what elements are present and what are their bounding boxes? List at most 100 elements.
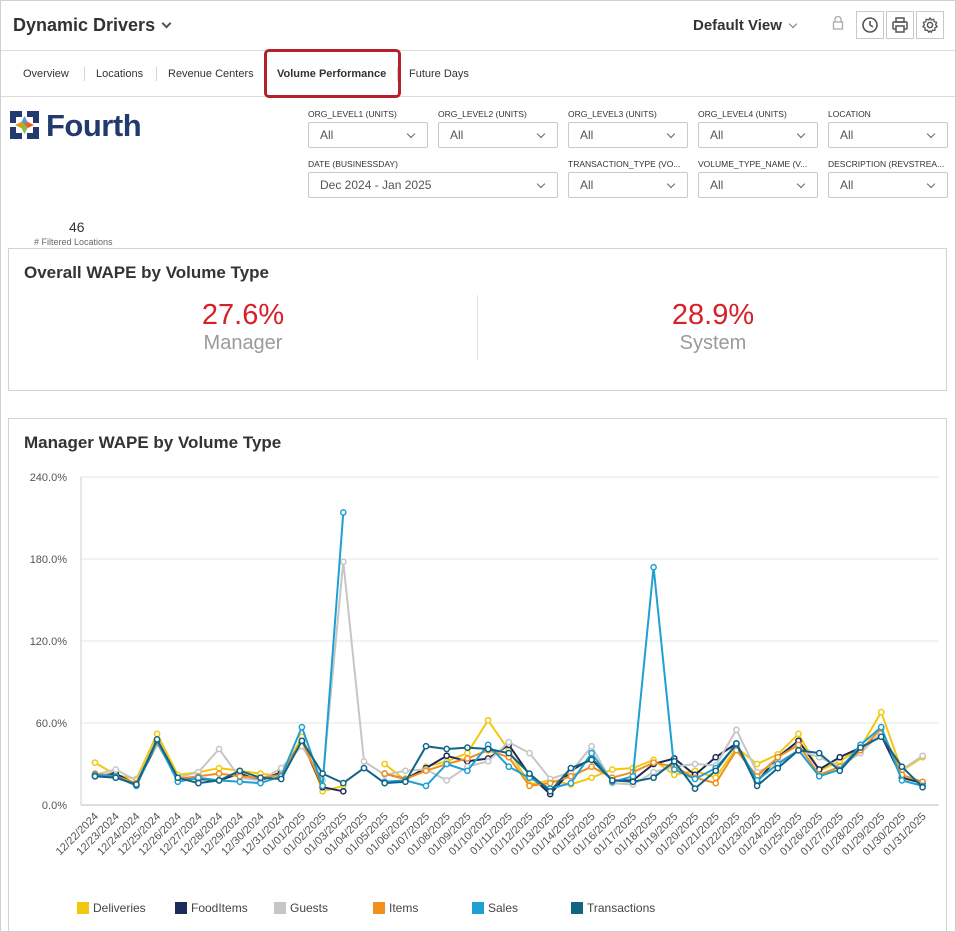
filter-org-level2: ORG_LEVEL2 (UNITS) All — [438, 109, 558, 148]
filter-value: All — [840, 178, 854, 192]
data-point-items — [588, 763, 595, 771]
data-point-sales — [670, 766, 678, 773]
manager-wape-card: Manager WAPE by Volume Type — [8, 418, 947, 931]
data-point-transactions — [629, 778, 637, 786]
data-point-guests — [339, 558, 347, 566]
legend-item-sales[interactable]: Sales — [472, 901, 518, 915]
data-point-transactions — [195, 779, 202, 787]
data-point-sales — [257, 779, 264, 787]
data-point-sales — [298, 723, 306, 731]
filter-select[interactable]: All — [828, 122, 948, 148]
data-point-transactions — [381, 779, 389, 787]
data-point-items — [546, 779, 554, 787]
data-point-transactions — [608, 777, 616, 784]
data-point-sales — [195, 774, 202, 782]
legend-item-deliveries[interactable]: Deliveries — [77, 901, 146, 915]
kpi-divider — [477, 295, 478, 360]
data-point-transactions — [298, 737, 306, 745]
filter-label: LOCATION — [828, 109, 871, 119]
filter-value: All — [450, 128, 464, 142]
brand-logo: Fourth — [8, 109, 142, 141]
data-point-transactions — [919, 783, 926, 791]
filter-volume-type-name: VOLUME_TYPE_NAME (V... All — [698, 159, 818, 198]
legend-item-guests[interactable]: Guests — [274, 901, 328, 915]
filter-select[interactable]: Dec 2024 - Jan 2025 — [308, 172, 558, 198]
data-point-transactions — [257, 774, 264, 782]
data-point-items — [567, 772, 575, 780]
legend-label: FoodItems — [191, 901, 248, 915]
filter-select[interactable]: All — [308, 122, 428, 148]
data-point-items — [381, 770, 389, 777]
data-point-deliveries — [215, 764, 223, 772]
legend-label: Transactions — [587, 901, 656, 915]
data-point-sales — [319, 782, 326, 790]
data-point-transactions — [505, 749, 513, 757]
data-point-guests — [650, 768, 657, 776]
data-point-sales — [691, 775, 699, 783]
print-button[interactable] — [886, 11, 914, 39]
data-point-deliveries — [753, 760, 761, 768]
dashboard-title-dropdown[interactable]: Dynamic Drivers — [13, 15, 172, 36]
filter-select[interactable]: All — [698, 172, 818, 198]
filter-select[interactable]: All — [438, 122, 558, 148]
data-point-sales — [898, 777, 906, 784]
filter-select[interactable]: All — [698, 122, 818, 148]
legend-item-transactions[interactable]: Transactions — [571, 901, 655, 915]
kpi-label: System — [679, 332, 747, 354]
filter-label: ORG_LEVEL4 (UNITS) — [698, 109, 787, 119]
data-point-transactions — [670, 757, 678, 765]
printer-icon — [892, 17, 908, 33]
view-selector[interactable]: Default View — [693, 17, 798, 34]
chart-title: Manager WAPE by Volume Type — [24, 433, 282, 452]
legend-swatch — [472, 902, 484, 914]
data-point-guests — [505, 738, 513, 746]
y-tick-label: 60.0% — [36, 718, 67, 730]
tab-revenue-centers[interactable]: Revenue Centers — [156, 67, 265, 81]
filter-label: DESCRIPTION (REVSTREA... — [828, 159, 945, 169]
data-point-items — [712, 779, 720, 787]
data-point-transactions — [898, 763, 906, 771]
filter-label: ORG_LEVEL2 (UNITS) — [438, 109, 527, 119]
data-point-transactions — [774, 764, 782, 772]
data-point-guests — [691, 760, 699, 768]
data-point-items — [236, 772, 244, 780]
kpi-label: Manager — [203, 332, 283, 354]
filter-location: LOCATION All — [828, 109, 948, 148]
settings-button[interactable] — [916, 11, 944, 39]
data-point-items — [422, 767, 430, 775]
data-point-guests — [526, 749, 533, 757]
data-point-sales — [505, 763, 513, 771]
data-point-sales — [650, 563, 657, 571]
schedule-button[interactable] — [856, 11, 884, 39]
data-point-guests — [402, 767, 409, 775]
card-title: Overall WAPE by Volume Type — [24, 263, 269, 282]
data-point-sales — [464, 767, 471, 775]
data-point-sales — [588, 749, 595, 757]
legend-item-fooditems[interactable]: FoodItems — [175, 901, 248, 915]
data-point-sales — [877, 723, 885, 731]
active-tab-highlight — [264, 49, 401, 98]
filter-select[interactable]: All — [568, 122, 688, 148]
tab-overview[interactable]: Overview — [23, 68, 69, 80]
data-point-transactions — [422, 742, 430, 750]
data-point-transactions — [153, 736, 161, 743]
data-point-deliveries — [588, 774, 595, 782]
data-point-transactions — [91, 772, 99, 780]
tab-volume-performance[interactable]: Volume Performance — [277, 68, 387, 80]
tab-locations[interactable]: Locations — [84, 67, 154, 81]
y-tick-label: 240.0% — [30, 472, 68, 484]
fourth-logo-icon — [10, 111, 39, 139]
tab-future-days[interactable]: Future Days — [397, 67, 480, 81]
data-point-transactions — [526, 770, 533, 777]
data-point-items — [526, 782, 533, 790]
filter-select[interactable]: All — [568, 172, 688, 198]
legend-swatch — [175, 902, 187, 914]
data-point-transactions — [339, 779, 347, 787]
data-point-sales — [236, 778, 244, 786]
data-point-items — [650, 759, 657, 766]
legend-item-items[interactable]: Items — [373, 901, 418, 915]
filter-select[interactable]: All — [828, 172, 948, 198]
data-point-deliveries — [464, 749, 471, 757]
